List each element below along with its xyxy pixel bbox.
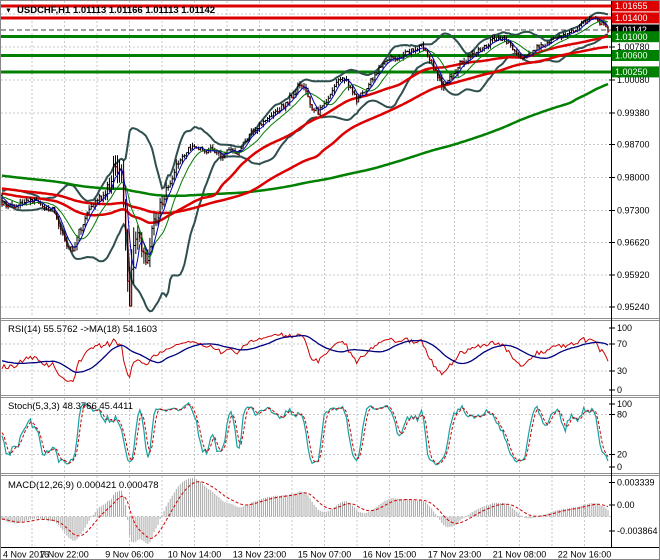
separators-layer — [1, 1, 659, 548]
price-axis-label: 0.96620 — [617, 237, 650, 247]
price-badge-1.00250 — [612, 66, 659, 78]
bollinger-lower-line — [1, 33, 609, 313]
slow-red-ma-line — [1, 45, 609, 215]
price-axis-label: 0.98000 — [617, 173, 650, 183]
time-axis-label: 13 Nov 23:00 — [233, 550, 287, 560]
price-badge-label: 1.01142 — [615, 25, 647, 35]
chart-title: USDCHF,H1 1.01113 1.01166 1.01113 1.0114… — [17, 5, 215, 16]
thin-green-ma-line — [1, 20, 609, 258]
fast-red-ma-line — [1, 34, 609, 225]
price-badge-label: 1.00250 — [615, 67, 648, 77]
price-axis-label: 0.97300 — [617, 205, 650, 215]
price-badge-1.01000 — [612, 31, 659, 43]
price-badge-1.01142 — [612, 24, 659, 36]
rsi-label: RSI(14) 55.5762 ->MA(18) 54.1603 — [8, 324, 157, 335]
macd-label: MACD(12,26,9) 0.000421 0.000478 — [8, 480, 159, 491]
price-axis-label: 0.95240 — [617, 302, 650, 312]
price-axis: 1.00780 1.00080 0.99380 0.98700 0.98000 0.973… — [609, 1, 659, 536]
stoch-label: Stoch(5,3,3) 48.3766 45.4411 — [8, 401, 133, 412]
price-badge-label: 1.00600 — [615, 51, 648, 61]
rsi-axis-label: 70 — [617, 339, 627, 349]
stoch-axis-label: 0 — [617, 462, 622, 472]
rsi-line — [1, 332, 609, 383]
rsi-axis-label: 0 — [617, 385, 622, 395]
stoch-k-line — [1, 401, 609, 466]
price-badge-1.01655 — [612, 1, 659, 12]
price-badge-label: 1.01400 — [615, 13, 648, 23]
time-axis-label: 21 Nov 08:00 — [493, 550, 547, 560]
price-badge-label: 1.01000 — [615, 32, 648, 42]
macd-axis-label: 0.00 — [617, 500, 635, 510]
macd-axis-label: 0.003339 — [617, 477, 655, 487]
price-badge-label: 1.01655 — [615, 1, 648, 11]
time-axis-label: 17 Nov 23:00 — [428, 550, 482, 560]
time-axis-label: 16 Nov 15:00 — [363, 550, 417, 560]
time-axis-label: 7 Nov 22:00 — [40, 550, 89, 560]
grid-layer — [1, 1, 611, 546]
price-badge-1.00600 — [612, 50, 659, 61]
stoch-axis-label: 20 — [617, 450, 627, 460]
price-axis-label: 0.99380 — [617, 108, 650, 118]
time-axis-label: 10 Nov 14:00 — [168, 550, 222, 560]
rsi-axis-label: 30 — [617, 366, 627, 376]
down-close-ticks — [2, 17, 610, 307]
rsi-axis-label: 100 — [617, 323, 632, 333]
macd-signal-line — [1, 481, 609, 539]
rsi-ma-line — [1, 334, 609, 374]
main-chart-layer — [1, 11, 611, 313]
price-axis-label: 1.00780 — [617, 42, 650, 52]
price-axis-label: 0.98700 — [617, 140, 650, 150]
price-badge-1.01400 — [612, 12, 659, 24]
macd-axis-label: -0.003864 — [617, 526, 658, 536]
slow-green-ma-line — [1, 82, 609, 198]
bollinger-upper-line — [1, 11, 609, 203]
symbol-dropdown-icon: ▼ — [5, 8, 12, 15]
macd-layer — [1, 478, 609, 544]
time-axis-label: 4 Nov 2016 — [3, 550, 49, 560]
time-axis-label: 15 Nov 07:00 — [298, 550, 352, 560]
time-axis-label: 22 Nov 16:00 — [558, 550, 612, 560]
stoch-layer — [1, 401, 609, 466]
rsi-layer — [1, 332, 609, 383]
thin-blue-ma-line — [1, 17, 609, 270]
price-axis-label: 1.00080 — [617, 75, 650, 85]
time-axis-label: 9 Nov 06:00 — [105, 550, 154, 560]
stoch-axis-label: 100 — [617, 399, 632, 409]
price-axis-label: 0.95920 — [617, 270, 650, 280]
stoch-axis-label: 80 — [617, 409, 627, 419]
